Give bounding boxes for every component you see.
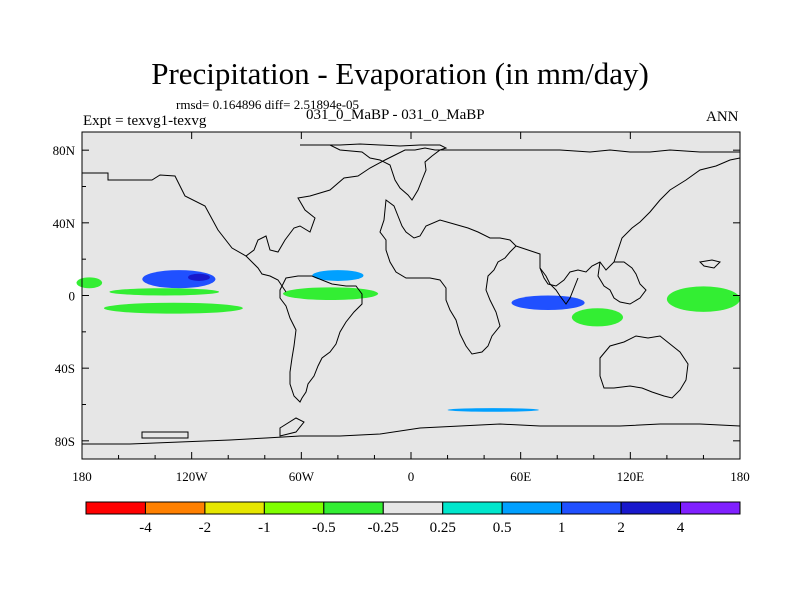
y-tick-label: 40S (55, 361, 75, 376)
x-tick-label: 60E (510, 469, 531, 484)
y-tick-label: 0 (69, 289, 76, 304)
antarctic-island-small (279, 417, 305, 437)
anomaly-atlantic-dry (283, 287, 379, 301)
continent-outlines (82, 143, 741, 445)
y-tick-label: 80S (55, 434, 75, 449)
colorbar: -4 -2 -1 -0.5 -0.25 0.25 0.5 1 2 4 (85, 501, 741, 536)
asia-east-coast (515, 157, 741, 287)
australia (599, 335, 689, 399)
season-label: ANN (706, 109, 739, 125)
colorbar-label: 1 (558, 520, 566, 536)
colorbar-swatch (561, 501, 622, 515)
anomaly-southern-ocean-wet (447, 408, 539, 412)
antarctic-island-west (141, 431, 189, 439)
colorbar-swatch (382, 501, 444, 515)
antarctica (82, 423, 741, 445)
anomaly-west-pacific-dry (76, 277, 103, 289)
colorbar-label: -0.5 (312, 520, 336, 536)
colorbar-swatch (501, 501, 563, 515)
indian-peninsula (539, 267, 579, 305)
colorbar-label: 0.25 (430, 520, 456, 536)
colorbar-label: 4 (677, 520, 685, 536)
colorbar-label: -0.25 (368, 520, 399, 536)
south-america (279, 275, 363, 403)
colorbar-swatch (323, 501, 384, 515)
x-tick-label: 180 (730, 469, 750, 484)
map-background (82, 132, 740, 459)
anomaly-central-pacific-dry (109, 288, 220, 296)
anomaly-pacific-dry (666, 286, 740, 312)
x-tick-label: 120W (176, 469, 209, 484)
colorbar-label: 2 (617, 520, 625, 536)
colorbar-label: -2 (199, 520, 212, 536)
north-america-coast (82, 147, 740, 257)
anomaly-atlantic-wet (312, 270, 364, 281)
colorbar-swatch (144, 501, 206, 515)
anomaly-east-pacific-core (188, 273, 210, 281)
x-tick-label: 0 (408, 469, 415, 484)
x-axis: 180 120W 60W 0 60E 120E 180 (72, 132, 750, 484)
anomaly-maritime-dry (571, 308, 624, 327)
x-tick-label: 180 (72, 469, 92, 484)
colorbar-swatch (204, 501, 265, 515)
y-tick-label: 40N (53, 216, 76, 231)
colorbar-label: -1 (258, 520, 271, 536)
chart-title: Precipitation - Evaporation (in mm/day) (151, 56, 649, 91)
colorbar-swatch (680, 501, 741, 515)
africa-eurasia (379, 199, 517, 355)
pacific-island-north (698, 259, 721, 269)
experiment-label: Expt = texvg1-texvg (83, 113, 207, 129)
anomaly-south-pacific-dry (103, 302, 243, 314)
y-axis: 80N 40N 0 40S 80S (53, 143, 740, 449)
x-tick-label: 60W (289, 469, 315, 484)
anomaly-layer (76, 270, 740, 412)
arctic-islands (300, 143, 448, 201)
y-tick-label: 80N (53, 143, 76, 158)
colorbar-label: -4 (139, 520, 152, 536)
case-label: 031_0_MaBP - 031_0_MaBP (306, 107, 485, 123)
central-america (245, 255, 287, 293)
anomaly-indian-ocean-wet (511, 295, 585, 311)
colorbar-swatch (620, 501, 682, 515)
colorbar-label: 0.5 (493, 520, 512, 536)
stats-label: rmsd= 0.164896 diff= 2.51894e-05 (176, 97, 360, 112)
colorbar-swatch (442, 501, 503, 515)
x-tick-label: 120E (617, 469, 645, 484)
southeast-asia (597, 261, 647, 305)
colorbar-swatch (85, 501, 146, 515)
colorbar-swatch (263, 501, 325, 515)
